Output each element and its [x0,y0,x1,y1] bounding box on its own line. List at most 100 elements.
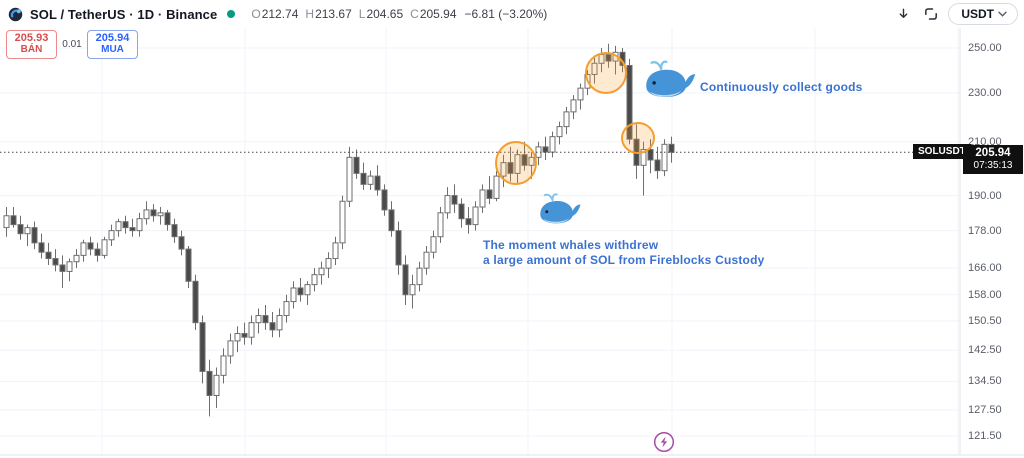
currency-selector[interactable]: USDT [948,3,1018,25]
price-tick-label: 158.00 [968,288,1002,301]
change-value: −6.81 (−3.20%) [464,7,548,21]
price-tick-label: 178.00 [968,224,1002,237]
bar-countdown: 07:35:13 [973,160,1013,172]
candle-body [486,189,493,199]
annotation-whales-withdrew[interactable]: The moment whales withdrew a large amoun… [483,238,765,268]
candle-body [52,258,59,266]
chevron-down-icon [998,11,1007,17]
symbol-logo-icon[interactable] [8,7,23,22]
candle-body [297,287,304,296]
candle-body [549,136,556,153]
candle-body [269,322,276,331]
candle-body [115,221,122,232]
buy-label: MUA [101,44,124,56]
symbol-price-tag: SOLUSDT [913,144,971,160]
candle-body [227,340,234,357]
candle-body [444,195,451,214]
price-tick-label: 166.00 [968,262,1002,275]
buy-button[interactable]: 205.94 MUA [87,30,138,59]
candle-body [570,99,577,113]
candle-body [360,172,367,185]
price-tick-label: 121.50 [968,429,1002,442]
ohlc-values: O 212.74 H 213.67 L 204.65 C 205.94 −6.8… [251,7,547,21]
candle-body [451,195,458,205]
candle-body [521,154,528,166]
price-tick-label: 210.00 [968,135,1002,148]
candle-body [507,162,514,174]
low-value: 204.65 [366,7,404,21]
candle-body [346,156,353,202]
candle-body [668,143,675,153]
open-value: 212.74 [261,7,299,21]
candle-body [381,189,388,211]
candle-body [563,111,570,128]
candle-body [192,280,199,324]
candle-body [640,148,647,166]
price-tick-label: 190.00 [968,189,1002,202]
candle-body [430,236,437,253]
candle-body [479,189,486,208]
candle-body [290,287,297,303]
price-tick-label: 250.00 [968,42,1002,54]
candle-body [577,87,584,101]
candle-body [388,209,395,232]
annotation-collect-goods[interactable]: Continuously collect goods [700,80,863,94]
candle-body [94,248,101,256]
candle-body [262,315,269,324]
symbol-title[interactable]: SOL / TetherUS · 1D · Binance [30,6,218,22]
candle-body [10,215,17,226]
screenshot-icon [925,8,938,20]
price-axis[interactable]: 250.00 230.00 210.00 190.00 178.00 166.00 158.… [960,28,1024,455]
candle-body [157,212,164,217]
market-status-dot[interactable] [227,10,236,18]
candle-body [472,206,479,226]
sell-button[interactable]: 205.93 BÁN [6,30,57,59]
candle-body [591,62,598,75]
candle-body [87,242,94,250]
toolbar-right-group: USDT [892,0,1018,28]
candle-body [605,53,612,62]
candle-body [332,242,339,260]
candle-body [276,315,283,331]
annotation-line-2: a large amount of SOL from Fireblocks Cu… [483,253,765,267]
candle-body [556,126,563,138]
sell-label: BÁN [20,44,43,56]
candle-body [38,242,45,253]
candle-body [395,230,402,266]
candle-body [80,242,87,256]
candle-body [416,267,423,286]
highlight-circle [585,52,627,94]
price-tick-label: 142.50 [968,344,1002,357]
candle-body [255,315,262,324]
sell-price: 205.93 [14,32,49,45]
candle-body [234,333,241,342]
screenshot-button[interactable] [920,3,942,25]
candle-body [178,236,185,250]
whale-icon[interactable] [536,190,582,232]
high-value: 213.67 [315,7,352,21]
download-button[interactable] [892,3,914,25]
candle-body [31,227,38,244]
spread-value: 0.01 [62,39,82,50]
candle-body [3,215,10,229]
last-price-value: 205.94 [975,147,1011,160]
buy-price: 205.94 [95,32,130,45]
candle-body [220,355,227,376]
candle-body [150,209,157,217]
price-tick-label: 150.50 [968,314,1002,327]
candle-body [283,301,290,317]
candle-body [423,251,430,269]
whale-icon[interactable] [641,57,697,107]
price-tick-label: 127.50 [968,404,1002,417]
candle-body [325,258,332,269]
close-label: C [410,7,419,21]
candle-body [143,209,150,220]
lightning-event-icon[interactable] [653,431,675,453]
candle-body [108,230,115,241]
download-arrow-icon [899,8,908,18]
candle-body [248,322,255,338]
close-value: 205.94 [419,7,457,21]
candle-body [661,143,668,172]
